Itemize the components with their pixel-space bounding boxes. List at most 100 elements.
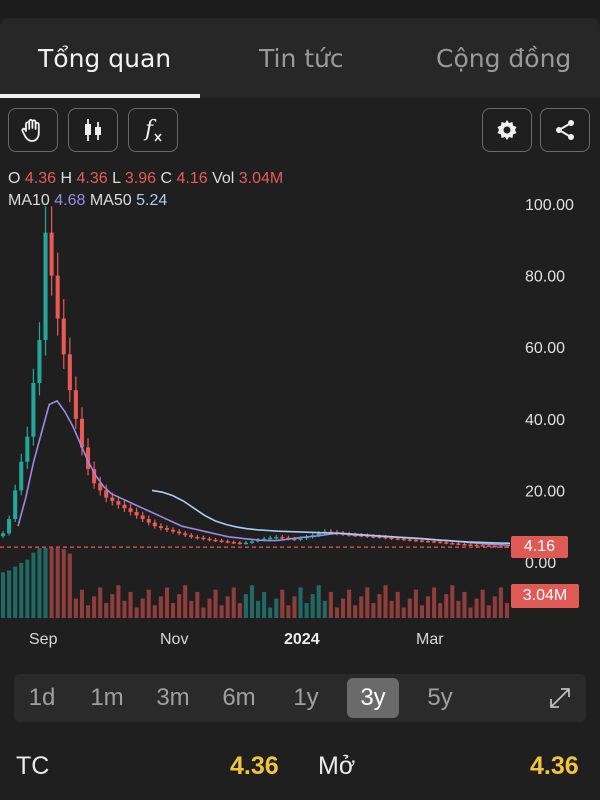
range-6m-button[interactable]: 6m [222,684,256,711]
ma10-line [17,399,511,547]
volume-bar [122,600,127,618]
volume-bar [268,607,273,618]
candle-body [395,538,400,540]
candle-body [365,535,370,538]
volume-bar [25,559,30,618]
settings-button[interactable] [482,108,532,152]
svg-text:f: f [143,117,157,142]
candle-body [86,447,91,469]
candle-body [474,544,479,547]
volume-bar [395,591,400,618]
volume-bar [407,598,412,618]
candle-body [1,533,6,537]
volume-bar [450,585,455,618]
ma50-line [151,489,511,545]
tc-label: TC [16,752,50,780]
candle-body [274,536,279,539]
candle-body [413,539,418,542]
range-5y-button[interactable]: 5y [427,684,453,711]
volume-bar [341,598,346,618]
candle-body [122,504,127,509]
share-button[interactable] [540,108,590,152]
candle-body [249,541,254,543]
candle-body [438,541,443,544]
volume-bar [19,562,24,618]
candle-body [371,536,376,538]
x-label-2024: 2024 [284,631,320,648]
volume-bar [237,603,242,618]
volume-bar [86,605,91,618]
chart-type-button[interactable] [68,108,118,152]
candle-body [146,519,151,523]
candle-body [55,275,60,319]
volume-bar [189,600,194,618]
candle-body [134,511,139,516]
candle-body [61,318,66,355]
ma10-label: MA10 [8,192,50,209]
drawing-tool-button[interactable] [8,108,58,152]
candle-body [19,461,24,491]
candle-body [13,490,18,520]
candle-body [456,543,461,545]
volume-bar [492,596,497,618]
candle-body [110,497,115,502]
candle-body [486,545,491,548]
volume-bar [79,589,84,618]
volume-bar [359,596,364,618]
y-tick-label: 100.00 [525,197,574,214]
volume-bar [67,553,72,618]
candle-body [164,527,169,530]
volume-bar [486,605,491,618]
range-3m-button[interactable]: 3m [156,684,190,711]
volume-bar [498,587,503,618]
candle-body [426,540,431,543]
tab-news[interactable]: Tin tức [259,44,344,73]
tab-overview[interactable]: Tổng quan [38,44,172,73]
volume-bar [213,589,218,618]
candle-body [104,490,109,498]
volume-bar [13,566,18,618]
status-strip [0,0,600,18]
high-value: 4.36 [76,170,108,187]
open-price-value: 4.36 [530,752,579,780]
share-icon [556,120,574,140]
candle-body [407,539,412,541]
ma10-value: 4.68 [54,192,86,209]
candle-body [237,542,242,545]
volume-bar [480,589,485,618]
volume-bar [73,598,78,618]
x-label-nov: Nov [160,631,189,648]
volume-bar [171,603,176,618]
gear-icon [497,120,517,140]
candle-body [401,538,406,541]
volume-bar [365,587,370,618]
volume-bar [438,603,443,618]
candle-body [243,542,248,545]
range-1y-button[interactable]: 1y [293,684,319,711]
candle-body [7,519,12,534]
candle-body [25,436,30,462]
candle-body [73,390,78,419]
candle-body [492,545,497,548]
volume-bar [104,603,109,618]
range-1m-button[interactable]: 1m [90,684,124,711]
volume-bar [146,589,151,618]
volume-bar [426,596,431,618]
range-3y-button[interactable]: 3y [347,678,399,718]
fullscreen-button[interactable] [542,678,578,718]
volume-bar [274,598,279,618]
volume-bar [371,603,376,618]
price-chart[interactable]: 100.00 80.00 60.00 40.00 20.00 0.00 [0,190,600,620]
volume-bar [1,572,6,618]
indicators-button[interactable]: f [128,108,178,152]
candle-body [468,544,473,546]
volume-bar [504,603,509,618]
ma-readout: MA10 4.68 MA50 5.24 [8,192,167,210]
candle-body [262,538,267,541]
expand-icon [550,688,570,708]
range-1d-button[interactable]: 1d [28,684,56,711]
tab-community[interactable]: Cộng đồng [436,44,572,73]
candle-body [298,538,303,540]
low-value: 3.96 [124,170,157,187]
volume-bar [334,607,339,618]
